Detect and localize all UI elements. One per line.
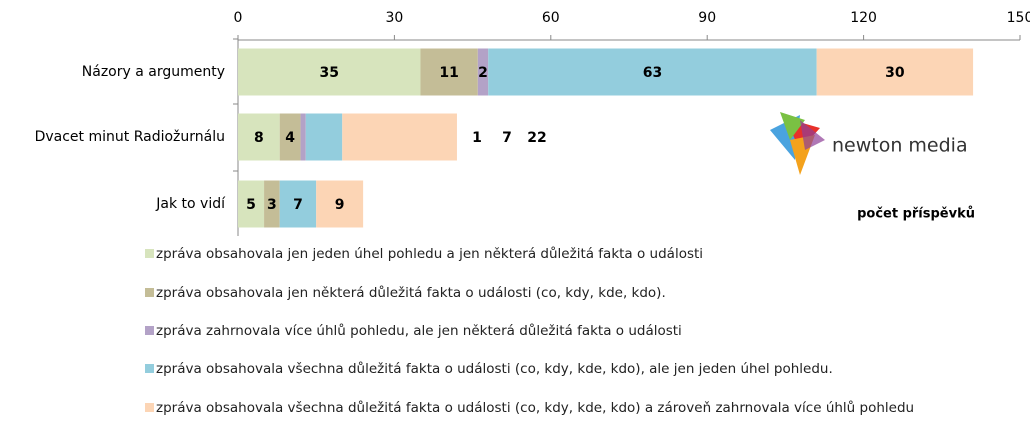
bar-segment xyxy=(238,180,265,228)
data-label: 1 xyxy=(472,130,482,146)
bar-segment xyxy=(316,180,364,228)
legend-label: zpráva zahrnovala více úhlů pohledu, ale… xyxy=(156,323,682,339)
bar-segment xyxy=(342,113,457,161)
data-label: 7 xyxy=(293,197,303,213)
bar-segment xyxy=(420,48,478,96)
legend-label: zpráva obsahovala jen některá důležitá f… xyxy=(156,285,666,301)
y-tick-label: Názory a argumenty xyxy=(82,64,225,80)
legend-item: zpráva obsahovala všechna důležitá fakta… xyxy=(145,361,985,378)
legend-label: zpráva obsahovala jen jeden úhel pohledu… xyxy=(156,246,704,262)
x-tick-label: 0 xyxy=(234,10,243,26)
bar-segment xyxy=(238,48,421,96)
data-label: 22 xyxy=(527,130,546,146)
y-tick-label: Jak to vidí xyxy=(155,196,226,212)
x-tick-label: 90 xyxy=(698,10,716,26)
data-label: 5 xyxy=(246,197,256,213)
bar-segment xyxy=(305,113,343,161)
legend-item: zpráva obsahovala jen některá důležitá f… xyxy=(145,285,985,302)
data-label: 9 xyxy=(335,197,345,213)
legend-swatch xyxy=(145,326,154,335)
data-label: 8 xyxy=(254,130,264,146)
legend-swatch xyxy=(145,249,154,258)
legend-swatch xyxy=(145,288,154,297)
legend-item: zpráva zahrnovala více úhlů pohledu, ale… xyxy=(145,323,985,340)
logo-text: newton media xyxy=(832,135,968,157)
x-axis-label: počet příspěvků xyxy=(857,207,975,222)
data-label: 30 xyxy=(885,65,905,81)
legend-item: zpráva obsahovala jen jeden úhel pohledu… xyxy=(145,246,985,263)
x-tick-label: 30 xyxy=(385,10,403,26)
data-label: 4 xyxy=(285,130,295,146)
legend-label: zpráva obsahovala všechna důležitá fakta… xyxy=(156,361,833,377)
data-label: 7 xyxy=(502,130,512,146)
bar-segment xyxy=(477,48,489,96)
bar-segment xyxy=(488,48,817,96)
bar-segment xyxy=(300,113,306,161)
data-label: 3 xyxy=(267,197,277,213)
x-tick-label: 60 xyxy=(542,10,560,26)
legend-swatch xyxy=(145,364,154,373)
legend-item: zpráva obsahovala všechna důležitá fakta… xyxy=(145,400,985,417)
y-tick-label: Dvacet minut Radiožurnálu xyxy=(35,129,225,145)
chart: newton media počet příspěvků 0 30 60 90 120 1… xyxy=(35,10,1030,236)
bar-segment xyxy=(816,48,974,96)
bar-segment xyxy=(264,180,280,228)
legend-label: zpráva obsahovala všechna důležitá fakta… xyxy=(156,400,915,416)
x-tick-label: 120 xyxy=(850,10,877,26)
bar-segment xyxy=(279,180,317,228)
data-label: 2 xyxy=(478,65,488,81)
logo: newton media xyxy=(770,112,968,175)
data-label: 11 xyxy=(439,65,458,81)
legend-swatch xyxy=(145,403,154,412)
bar-segment xyxy=(279,113,301,161)
data-label: 63 xyxy=(643,65,662,81)
bar-segment xyxy=(238,113,280,161)
x-tick-label: 150 xyxy=(1007,10,1030,26)
data-label: 35 xyxy=(319,65,338,81)
